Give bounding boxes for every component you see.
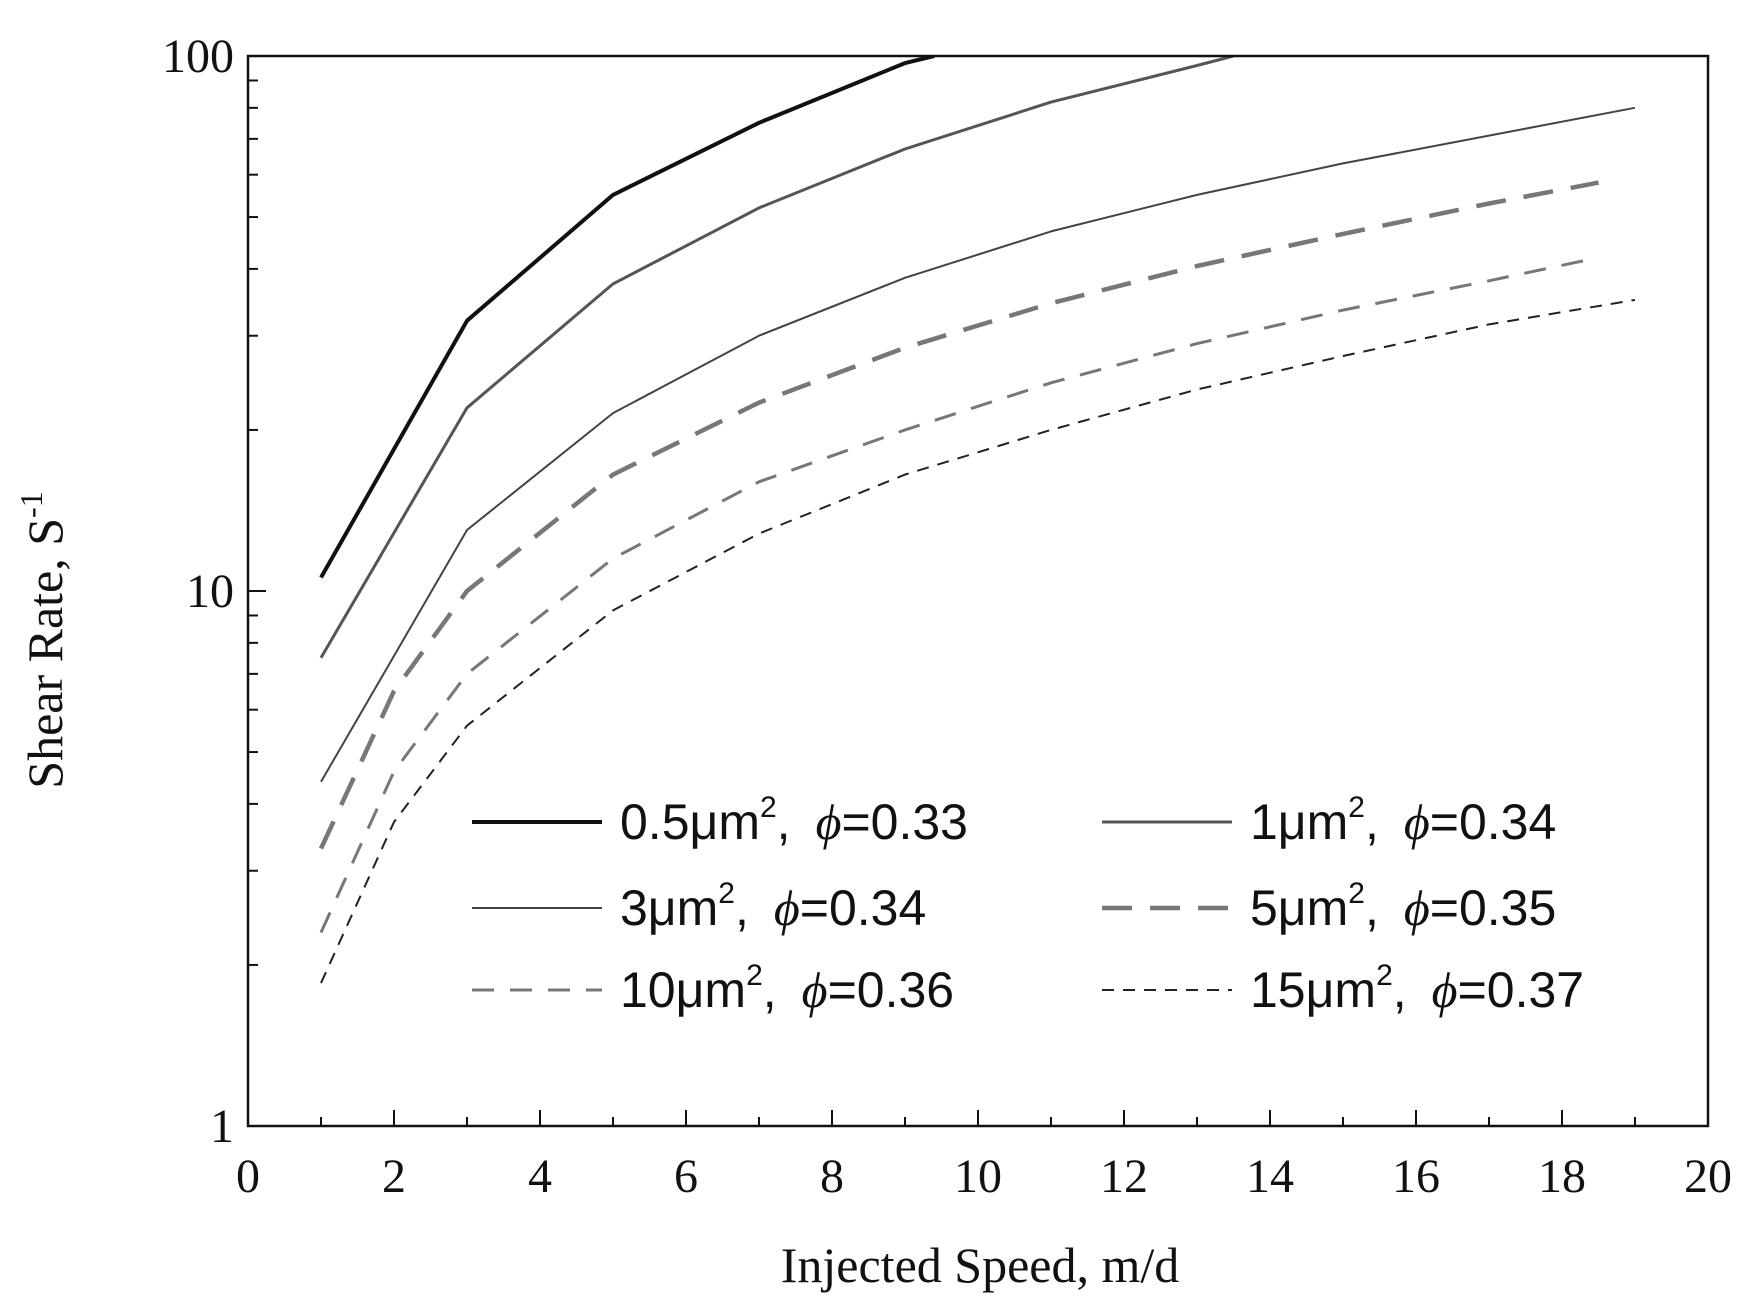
legend-separator: , <box>735 880 774 936</box>
plot-area <box>318 56 1636 984</box>
legend-perm-superscript: 2 <box>1376 959 1393 992</box>
x-tick-label: 4 <box>528 1150 552 1203</box>
legend-perm: 3μm <box>620 880 718 936</box>
legend-label-5: 10μm2, ϕ=0.36 <box>620 959 954 1018</box>
legend-perm-superscript: 2 <box>760 791 777 824</box>
legend-label-4: 5μm2, ϕ=0.35 <box>1250 877 1556 936</box>
legend-perm: 0.5μm <box>620 794 760 850</box>
legend-phi-value: =0.37 <box>1458 962 1585 1018</box>
legend-perm-superscript: 2 <box>1348 791 1365 824</box>
x-tick-label: 18 <box>1538 1150 1586 1203</box>
legend-perm: 15μm <box>1250 962 1376 1018</box>
series-line-2 <box>319 56 1234 659</box>
legend-phi-value: =0.33 <box>841 794 968 850</box>
legend-perm-superscript: 2 <box>718 877 735 910</box>
axes: 0 2 4 6 8 10 12 14 16 18 20 1 10 100 <box>162 30 1732 1203</box>
x-tick-label: 10 <box>954 1150 1002 1203</box>
x-axis-title: Injected Speed, m/d <box>781 1237 1180 1293</box>
legend-perm: 5μm <box>1250 880 1348 936</box>
legend-label-6: 15μm2, ϕ=0.37 <box>1250 959 1584 1018</box>
x-tick-label: 16 <box>1392 1150 1440 1203</box>
legend-phi-value: =0.36 <box>828 962 955 1018</box>
legend-separator: , <box>1365 794 1404 850</box>
y-tick-label: 100 <box>162 30 234 83</box>
legend-perm-superscript: 2 <box>1348 877 1365 910</box>
y-axis-title-text: Shear Rate, S <box>17 518 73 789</box>
legend-phi-symbol: ϕ <box>1432 962 1458 1018</box>
x-tick-label: 8 <box>820 1150 844 1203</box>
legend-phi-symbol: ϕ <box>1404 880 1430 936</box>
legend-phi-symbol: ϕ <box>802 962 828 1018</box>
legend-phi-value: =0.34 <box>800 880 927 936</box>
series-line-1 <box>319 56 935 579</box>
series-line-3 <box>320 106 1636 783</box>
legend-phi-symbol: ϕ <box>1404 794 1430 850</box>
legend-separator: , <box>763 962 802 1018</box>
y-axis-title: Shear Rate, S-1 <box>13 491 73 788</box>
legend-perm: 10μm <box>620 962 746 1018</box>
legend-phi-value: =0.34 <box>1430 794 1557 850</box>
x-tick-label: 14 <box>1246 1150 1294 1203</box>
series-lines <box>318 56 1636 984</box>
x-tick-label: 6 <box>674 1150 698 1203</box>
series-line-4 <box>318 180 1599 850</box>
legend-separator: , <box>1365 880 1404 936</box>
legend-perm-superscript: 2 <box>746 959 763 992</box>
y-tick-label: 10 <box>186 565 234 618</box>
legend-phi-symbol: ϕ <box>774 880 800 936</box>
y-tick-label: 1 <box>210 1100 234 1153</box>
series-line-6 <box>320 298 1636 984</box>
x-tick-label: 2 <box>382 1150 406 1203</box>
x-tick-label: 12 <box>1100 1150 1148 1203</box>
legend-separator: , <box>777 794 816 850</box>
legend-label-3: 3μm2, ϕ=0.34 <box>620 877 926 936</box>
legend-separator: , <box>1393 962 1432 1018</box>
legend-label-1: 0.5μm2, ϕ=0.33 <box>620 791 968 850</box>
series-line-5 <box>319 256 1599 934</box>
y-axis-title-superscript: -1 <box>13 491 49 518</box>
x-tick-label: 20 <box>1684 1150 1732 1203</box>
legend-label-2: 1μm2, ϕ=0.34 <box>1250 791 1556 850</box>
legend-phi-value: =0.35 <box>1430 880 1557 936</box>
legend-phi-symbol: ϕ <box>816 794 842 850</box>
x-tick-label: 0 <box>236 1150 260 1203</box>
legend-perm: 1μm <box>1250 794 1348 850</box>
